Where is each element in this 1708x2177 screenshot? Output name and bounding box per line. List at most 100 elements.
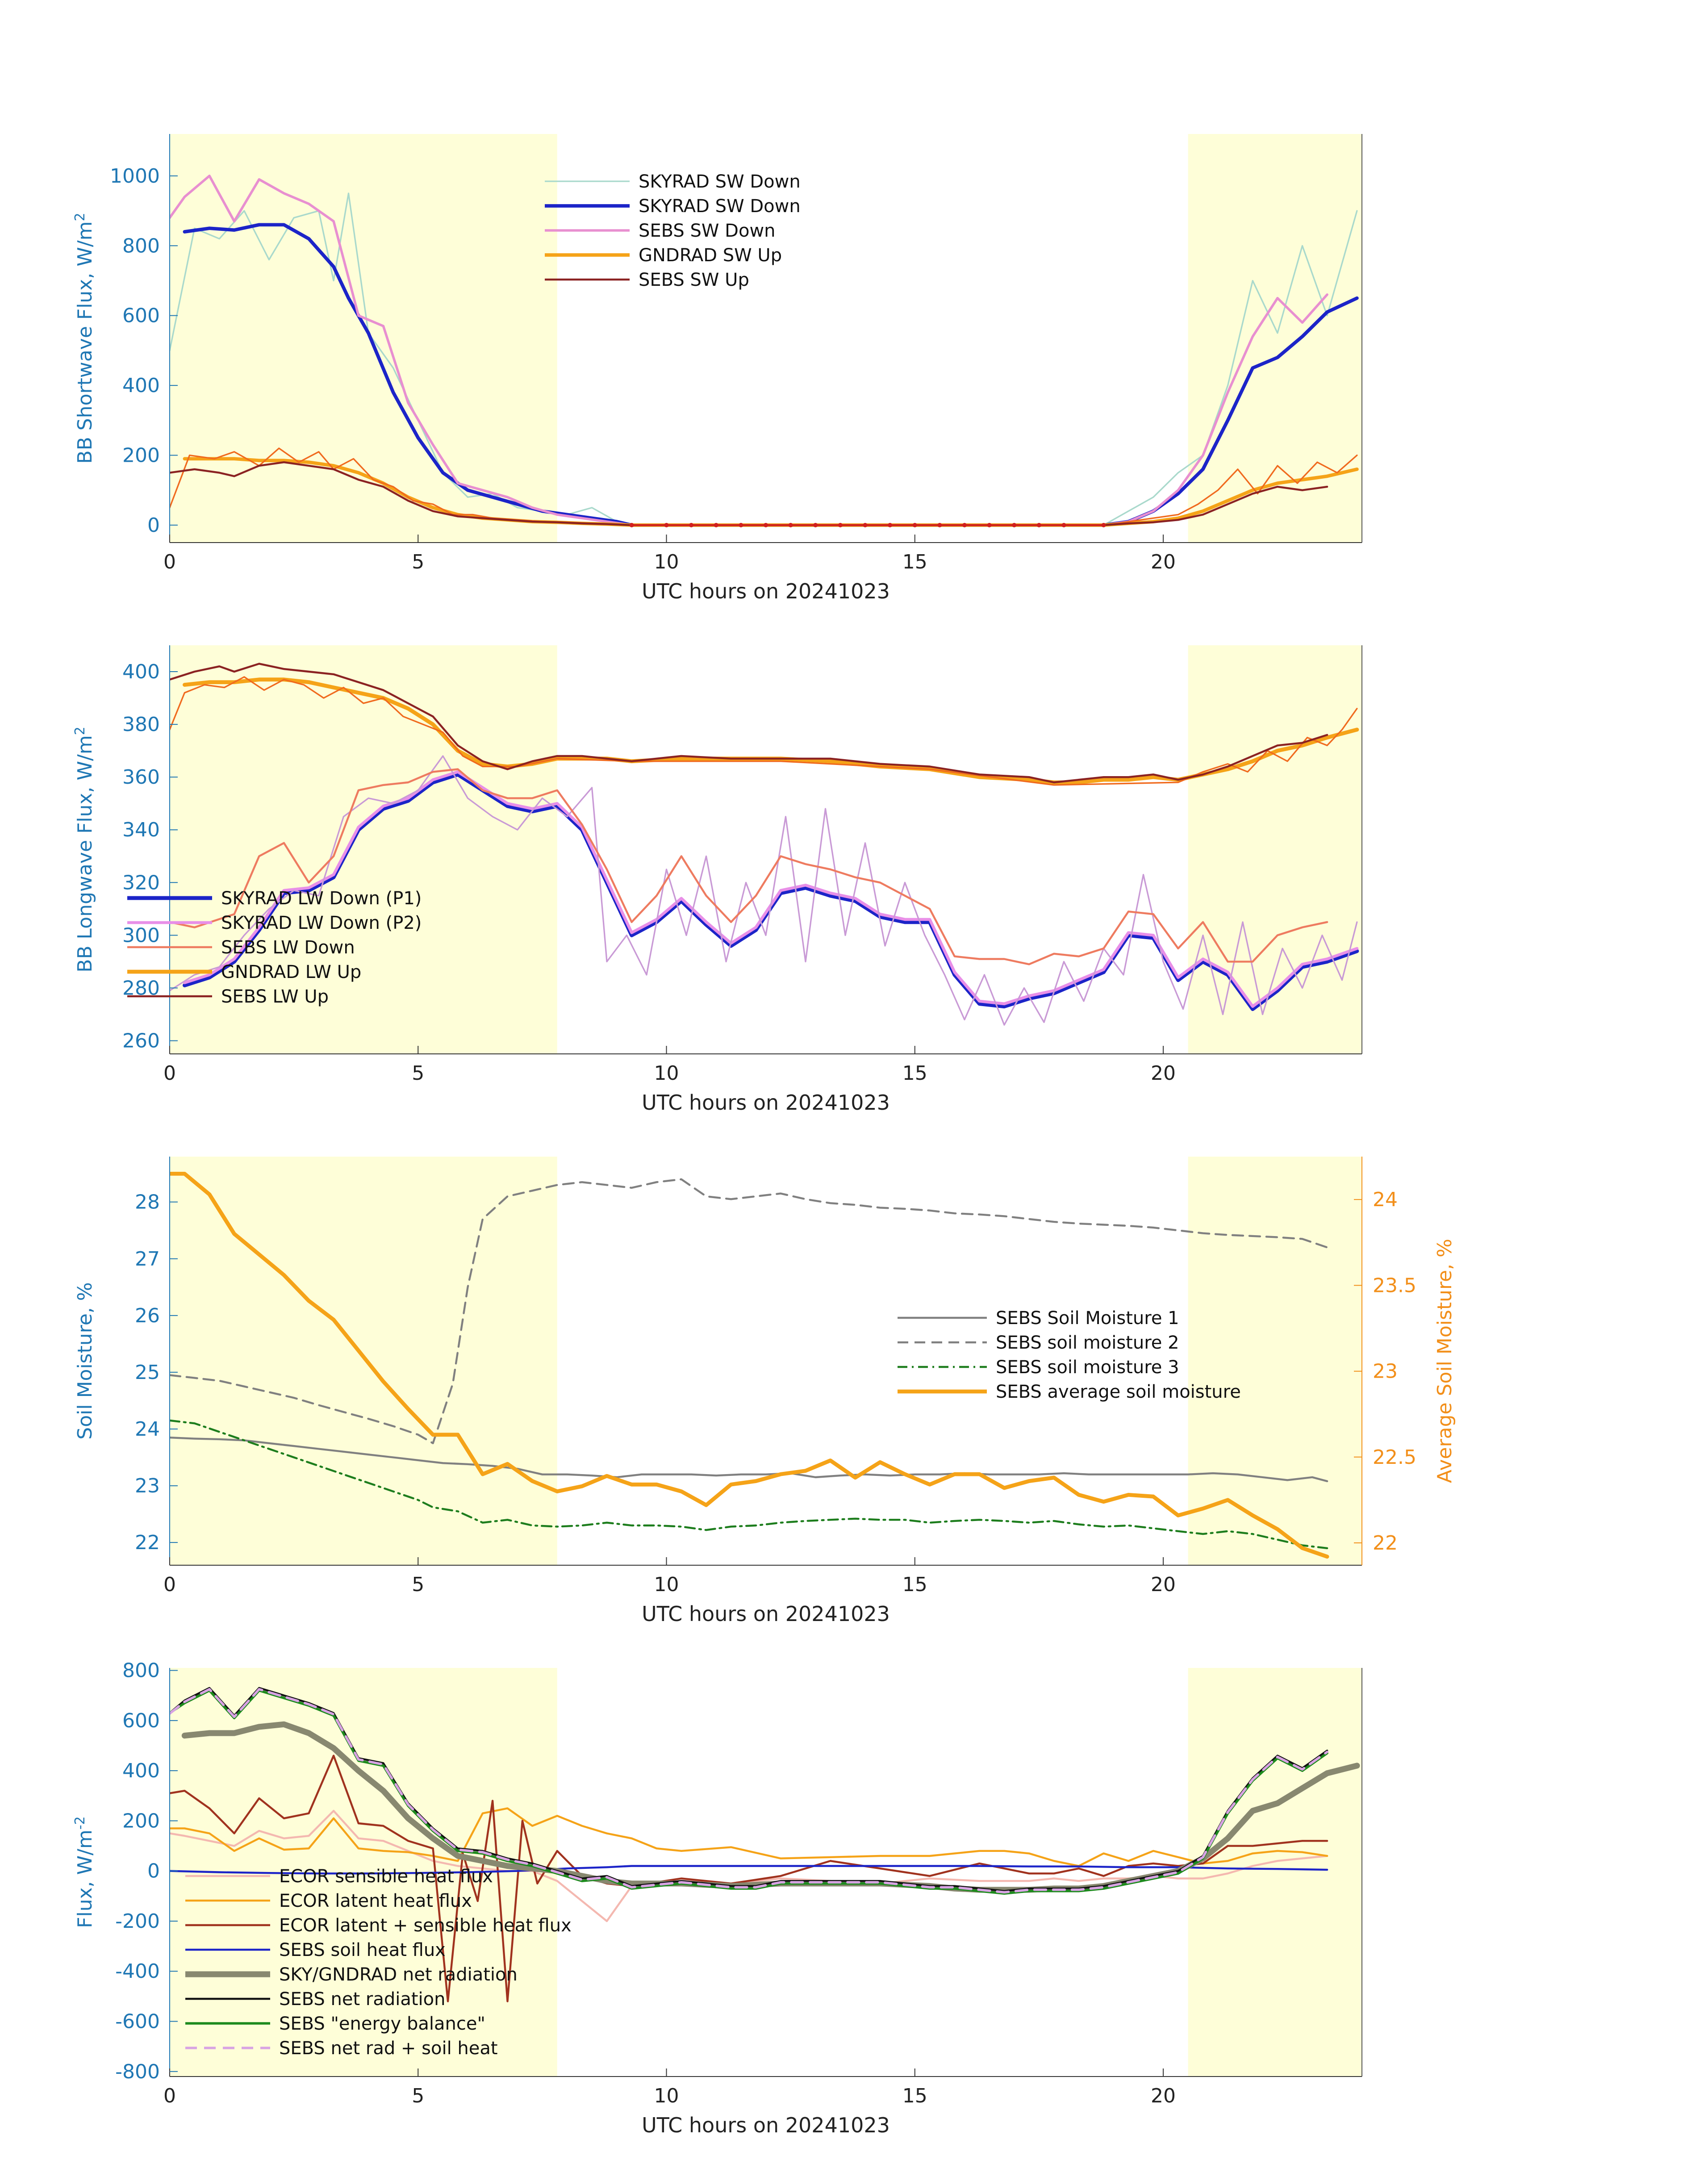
y-tick-label: 300	[122, 924, 160, 947]
night-band	[1188, 645, 1362, 1054]
data-point	[888, 522, 893, 527]
x-axis-label: UTC hours on 20241023	[642, 1602, 890, 1626]
series-line-sebs-sw-down	[170, 175, 1328, 526]
x-tick-label: 5	[412, 551, 424, 573]
x-tick-label: 15	[902, 2085, 927, 2107]
legend: SKYRAD SW Down SKYRAD SW Down SEBS SW Down…	[545, 171, 801, 290]
night-band	[1188, 134, 1362, 543]
y-tick-label: 22	[135, 1531, 160, 1554]
y-tick-label: -200	[115, 1910, 160, 1933]
y2-tick-label: 23.5	[1373, 1274, 1416, 1297]
y2-tick-label: 22.5	[1373, 1446, 1416, 1469]
data-point	[863, 522, 868, 527]
data-point	[1101, 522, 1106, 527]
x-tick-label: 10	[654, 2085, 679, 2107]
x-tick-label: 15	[902, 551, 927, 573]
night-band	[1188, 1157, 1362, 1565]
legend-entry: SEBS SW Down	[639, 221, 776, 241]
series-group	[170, 1687, 1360, 2002]
y-tick-label: 27	[135, 1248, 160, 1270]
data-point	[1036, 522, 1041, 527]
series-line-sebs-soil-heat-flux	[170, 1865, 1328, 1875]
y-axis-label: BB Longwave Flux, W/m2	[72, 727, 96, 973]
x-tick-label: 5	[412, 1573, 424, 1596]
chart-panel-1: 0 5 10 15 20 UTC hours on 20241023 0 200 400 600 8…	[72, 134, 1362, 603]
x-tick-label: 15	[902, 1573, 927, 1596]
series-line-gndrad-lw-up-1-s	[170, 676, 1358, 786]
x-tick-label: 5	[412, 2085, 424, 2107]
y-tick-label: 260	[122, 1029, 160, 1052]
y-tick-label: 1000	[110, 165, 160, 188]
y-axis-label: Soil Moisture, %	[74, 1282, 96, 1439]
legend-entry: SEBS LW Up	[221, 986, 329, 1007]
legend-entry: SEBS soil moisture 3	[996, 1357, 1179, 1378]
legend: ECOR sensible heat flux ECOR latent heat …	[185, 1866, 572, 2059]
data-point	[739, 522, 743, 527]
data-point	[838, 522, 843, 527]
y2-axis-label: Average Soil Moisture, %	[1433, 1239, 1456, 1483]
x-axis-label: UTC hours on 20241023	[642, 579, 890, 603]
chart-panel-3: 0 5 10 15 20 UTC hours on 20241023 22 23 24 25 26 2…	[74, 1157, 1456, 1626]
x-tick-label: 5	[412, 1062, 424, 1085]
x-tick-label: 10	[654, 1573, 679, 1596]
data-point	[664, 522, 669, 527]
legend-entry: ECOR sensible heat flux	[279, 1866, 493, 1887]
series-line-ecor-latent-heat-flux	[170, 1807, 1328, 1867]
legend: SEBS Soil Moisture 1 SEBS soil moisture 2…	[898, 1308, 1241, 1402]
x-tick-label: 20	[1151, 2085, 1176, 2107]
x-tick-label: 0	[163, 1573, 176, 1596]
y-tick-label: 600	[122, 305, 160, 327]
legend-entry: SKYRAD SW Down	[639, 196, 801, 217]
data-point	[987, 522, 992, 527]
series-line-sebs-soil-moisture-2	[170, 1178, 1328, 1444]
data-point	[788, 522, 793, 527]
legend-entry: GNDRAD LW Up	[221, 962, 361, 982]
y-tick-label: 600	[122, 1709, 160, 1732]
x-tick-label: 0	[163, 2085, 176, 2107]
y-tick-label: -800	[115, 2060, 160, 2083]
legend-entry: SEBS net rad + soil heat	[279, 2038, 498, 2059]
legend-entry: SKY/GNDRAD net radiation	[279, 1964, 518, 1985]
legend-entry: SEBS Soil Moisture 1	[996, 1308, 1179, 1329]
series-line-sebs-soil-moisture-1	[170, 1436, 1328, 1483]
y-tick-label: 340	[122, 819, 160, 841]
y-tick-label: 0	[147, 1860, 160, 1883]
y-tick-label: 24	[135, 1418, 160, 1441]
x-tick-label: 10	[654, 1062, 679, 1085]
y-tick-label: 400	[122, 374, 160, 397]
x-axis-label: UTC hours on 20241023	[642, 2113, 890, 2137]
y2-tick-label: 23	[1373, 1360, 1398, 1383]
y-tick-label: 360	[122, 766, 160, 789]
series-group	[170, 1172, 1329, 1559]
series-group	[170, 175, 1359, 527]
y-tick-label: 400	[122, 660, 160, 683]
legend-entry: ECOR latent + sensible heat flux	[279, 1915, 572, 1936]
y-tick-label: 26	[135, 1304, 160, 1327]
data-point	[629, 522, 634, 527]
y-tick-label: -600	[115, 2010, 160, 2033]
y-tick-label: 800	[122, 1659, 160, 1682]
x-tick-label: 20	[1151, 1062, 1176, 1085]
y-tick-label: 400	[122, 1759, 160, 1782]
x-axis-label: UTC hours on 20241023	[642, 1091, 890, 1115]
series-line-skyrad-sw-down	[183, 223, 1359, 527]
y2-tick-label: 24	[1373, 1188, 1398, 1211]
series-line-sebs-lw-up	[170, 663, 1328, 784]
night-band	[170, 1157, 557, 1565]
y-tick-label: 0	[147, 514, 160, 537]
legend-entry: SEBS average soil moisture	[996, 1382, 1241, 1402]
data-point	[1061, 522, 1066, 527]
legend-entry: SEBS "energy balance"	[279, 2014, 485, 2034]
y-axis-label: Flux, W/m-2	[72, 1816, 96, 1928]
data-point	[764, 522, 768, 527]
series-line-skyrad-lw-down-p2	[183, 770, 1359, 1008]
y-tick-label: 200	[122, 1809, 160, 1832]
y-tick-label: 200	[122, 444, 160, 467]
legend-entry: SEBS soil heat flux	[279, 1940, 446, 1960]
legend-entry: ECOR latent heat flux	[279, 1891, 472, 1911]
data-point	[937, 522, 942, 527]
legend-entry: GNDRAD SW Up	[639, 245, 782, 266]
chart-panel-4: 0 5 10 15 20 UTC hours on 20241023 -800 -600 -40…	[72, 1659, 1362, 2137]
data-point	[912, 522, 917, 527]
